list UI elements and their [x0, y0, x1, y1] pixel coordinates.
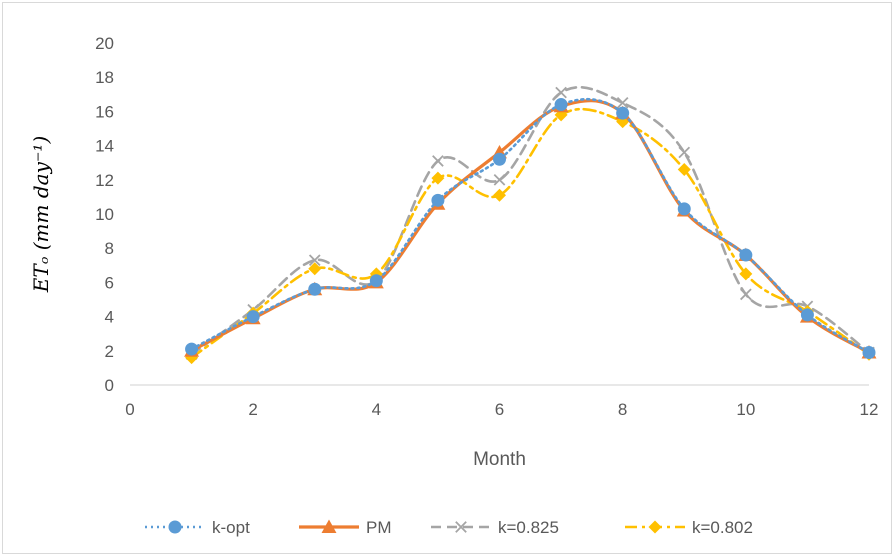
legend-label: k-opt — [212, 518, 250, 537]
legend-item: k-opt — [145, 518, 250, 537]
series-k=0.802 — [185, 107, 876, 365]
legend-item: k=0.802 — [625, 518, 753, 537]
data-point — [369, 274, 383, 288]
y-tick-label: 8 — [105, 239, 114, 258]
legend-item: k=0.825 — [431, 518, 559, 537]
data-point — [308, 282, 322, 296]
data-point — [493, 152, 506, 166]
y-tick-label: 6 — [105, 273, 114, 292]
x-tick-label: 4 — [372, 400, 381, 419]
data-point — [493, 173, 506, 186]
legend-label: PM — [366, 518, 392, 537]
x-tick-label: 6 — [495, 400, 504, 419]
x-tick-label: 10 — [736, 400, 755, 419]
y-tick-label: 10 — [95, 205, 114, 224]
legend-marker — [648, 520, 662, 534]
data-point — [739, 267, 753, 281]
data-point — [554, 98, 568, 112]
legend-item: PM — [299, 518, 392, 537]
y-tick-labels: 0 2 4 6 8 10 12 14 16 18 20 — [95, 34, 114, 395]
series-k-opt — [185, 97, 876, 360]
legend-marker — [168, 520, 182, 534]
x-tick-labels: 0 2 4 6 8 10 12 — [125, 400, 878, 419]
y-axis-label: ETₒ (mm day⁻¹) — [29, 136, 53, 294]
data-point — [739, 248, 753, 262]
legend-marker — [321, 519, 337, 533]
y-tick-label: 14 — [95, 137, 114, 156]
data-point — [431, 171, 445, 185]
data-point — [616, 106, 630, 120]
data-point — [677, 163, 691, 177]
x-tick-label: 2 — [248, 400, 257, 419]
x-tick-label: 8 — [618, 400, 627, 419]
legend-marker — [455, 521, 467, 533]
legend-label: k=0.825 — [498, 518, 559, 537]
data-point — [432, 155, 444, 167]
data-point — [862, 346, 876, 360]
series-line — [190, 107, 871, 359]
data-point — [555, 86, 567, 99]
y-tick-label: 12 — [95, 171, 114, 190]
data-point — [678, 146, 691, 159]
data-point — [493, 188, 506, 202]
data-point — [800, 308, 814, 322]
y-tick-label: 0 — [105, 376, 114, 395]
data-point — [739, 288, 752, 301]
data-point — [185, 342, 199, 356]
y-tick-label: 18 — [95, 68, 114, 87]
y-axis-title: ETₒ (mm day⁻¹) — [29, 136, 53, 294]
data-point — [616, 97, 629, 109]
data-point — [308, 262, 322, 276]
legend-label: k=0.802 — [692, 518, 753, 537]
x-axis-label: Month — [473, 449, 526, 470]
data-point — [431, 193, 445, 207]
data-point — [677, 202, 691, 216]
x-tick-label: 12 — [860, 400, 879, 419]
legend: k-opt PM k=0.825 k=0.802 — [145, 518, 753, 537]
x-tick-label: 0 — [125, 400, 134, 419]
data-point — [308, 254, 321, 267]
y-tick-label: 2 — [105, 342, 114, 361]
y-tick-label: 20 — [95, 34, 114, 53]
y-tick-label: 4 — [105, 308, 114, 327]
series-layer — [184, 86, 877, 365]
y-tick-label: 16 — [95, 102, 114, 121]
data-point — [246, 310, 260, 324]
